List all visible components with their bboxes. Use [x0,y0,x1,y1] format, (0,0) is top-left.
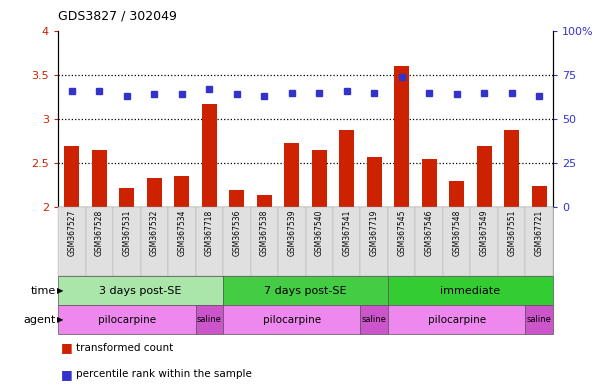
Text: immediate: immediate [441,286,500,296]
Text: saline: saline [362,315,387,324]
Text: GSM367531: GSM367531 [122,209,131,256]
Bar [367,157,382,207]
Text: GSM367549: GSM367549 [480,209,489,256]
Text: GSM367545: GSM367545 [397,209,406,256]
Text: time: time [31,286,56,296]
Text: GSM367527: GSM367527 [67,209,76,256]
Text: GSM367548: GSM367548 [452,209,461,256]
Bar [284,143,299,207]
Bar [64,146,79,207]
Text: percentile rank within the sample: percentile rank within the sample [76,369,252,379]
Bar [229,190,244,207]
Text: pilocarpine: pilocarpine [263,314,321,325]
Text: GDS3827 / 302049: GDS3827 / 302049 [58,10,177,23]
Text: transformed count: transformed count [76,343,174,353]
Text: 3 days post-SE: 3 days post-SE [100,286,181,296]
Text: GSM367539: GSM367539 [287,209,296,256]
Text: GSM367718: GSM367718 [205,209,214,256]
Text: 7 days post-SE: 7 days post-SE [264,286,347,296]
Bar [339,130,354,207]
Text: ▶: ▶ [57,286,64,295]
Text: saline: saline [527,315,552,324]
Text: pilocarpine: pilocarpine [428,314,486,325]
Bar [449,181,464,207]
Text: pilocarpine: pilocarpine [98,314,156,325]
Bar [257,195,272,207]
Text: GSM367551: GSM367551 [507,209,516,256]
Text: saline: saline [197,315,222,324]
Bar [202,104,217,207]
Text: GSM367534: GSM367534 [177,209,186,256]
Text: GSM367536: GSM367536 [232,209,241,256]
Text: GSM367721: GSM367721 [535,209,544,256]
Bar [312,150,327,207]
Text: agent: agent [24,314,56,325]
Text: GSM367528: GSM367528 [95,209,104,256]
Text: GSM367540: GSM367540 [315,209,324,256]
Text: ▶: ▶ [57,315,64,324]
Bar [174,175,189,207]
Bar [394,66,409,207]
Bar [422,159,437,207]
Text: GSM367546: GSM367546 [425,209,434,256]
Bar [477,146,492,207]
Text: GSM367541: GSM367541 [342,209,351,256]
Text: GSM367538: GSM367538 [260,209,269,256]
Bar [504,130,519,207]
Bar [147,178,162,207]
Bar [92,150,107,207]
Text: GSM367719: GSM367719 [370,209,379,256]
Text: ■: ■ [61,368,73,381]
Bar [119,188,134,207]
Bar [532,186,547,207]
Text: GSM367532: GSM367532 [150,209,159,256]
Text: ■: ■ [61,341,73,354]
